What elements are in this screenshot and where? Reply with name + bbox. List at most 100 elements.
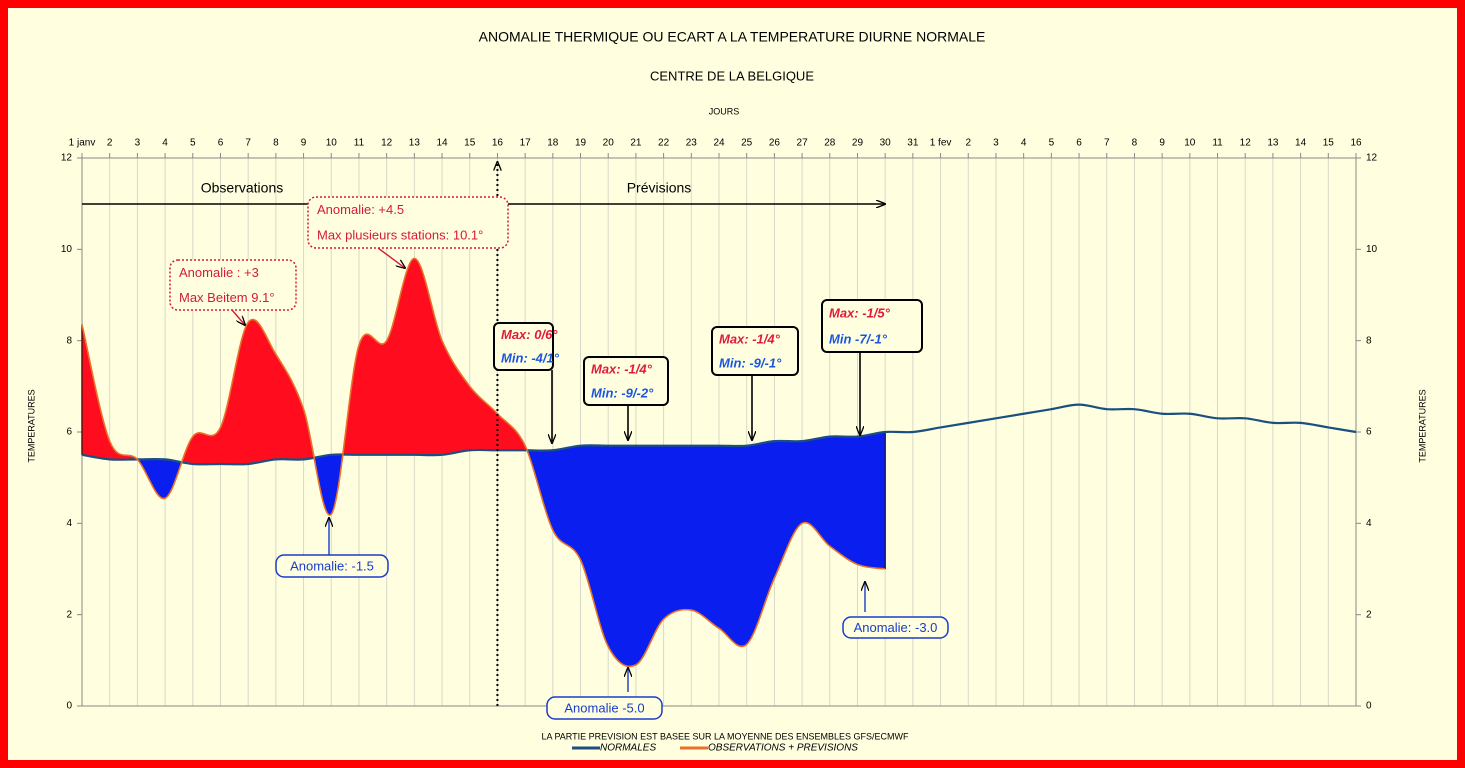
y-tick-label: 8 xyxy=(66,335,72,346)
x-tick-label: 1 janv xyxy=(69,138,96,149)
x-tick-label: 7 xyxy=(245,138,251,149)
x-tick-label: 5 xyxy=(190,138,196,149)
x-tick-label: 10 xyxy=(1184,138,1196,149)
annotation-text: Max Beitem 9.1° xyxy=(179,290,275,305)
x-tick-label: 10 xyxy=(326,138,338,149)
x-tick-label: 2 xyxy=(107,138,113,149)
annotation-text: Anomalie: -1.5 xyxy=(290,558,374,573)
annotation-text: Anomalie : +3 xyxy=(179,265,259,280)
annotation-text: Max: -1/5° xyxy=(829,305,891,320)
x-tick-label: 30 xyxy=(880,138,892,149)
y2-tick-label: 8 xyxy=(1366,335,1372,346)
x-tick-label: 17 xyxy=(520,138,532,149)
x-tick-label: 16 xyxy=(1350,138,1362,149)
annotation-text: Anomalie: -3.0 xyxy=(854,620,938,635)
x-tick-label: 25 xyxy=(741,138,753,149)
x-tick-label: 12 xyxy=(381,138,393,149)
x-tick-label: 14 xyxy=(1295,138,1307,149)
x-tick-label: 6 xyxy=(218,138,224,149)
legend-label: NORMALES xyxy=(600,743,656,754)
x-axis-label: JOURS xyxy=(709,106,740,116)
x-tick-label: 6 xyxy=(1076,138,1082,149)
period-label: Observations xyxy=(201,180,283,196)
period-label: Prévisions xyxy=(627,180,692,196)
x-tick-label: 18 xyxy=(547,138,559,149)
annotation-text: Min: -4/1° xyxy=(501,351,560,366)
annotation-box xyxy=(711,326,799,376)
x-tick-label: 28 xyxy=(824,138,836,149)
annotation-box xyxy=(169,259,297,311)
x-tick-label: 4 xyxy=(162,138,168,149)
x-tick-label: 15 xyxy=(464,138,476,149)
legend-label: OBSERVATIONS + PREVISIONS xyxy=(708,743,858,754)
x-tick-label: 31 xyxy=(907,138,919,149)
x-tick-label: 5 xyxy=(1049,138,1055,149)
subtitle: CENTRE DE LA BELGIQUE xyxy=(650,68,814,83)
x-tick-label: 2 xyxy=(965,138,971,149)
y2-axis-label: TEMPERATURES xyxy=(1417,389,1427,462)
x-tick-label: 11 xyxy=(1212,138,1223,149)
annotation-text: Min: -9/-2° xyxy=(591,385,654,400)
annotation-text: Max: -1/4° xyxy=(591,361,653,376)
y-tick-label: 0 xyxy=(66,701,72,712)
y-tick-label: 10 xyxy=(61,244,73,255)
annotation-box xyxy=(821,299,923,353)
annotation-box xyxy=(493,322,554,371)
y-tick-label: 6 xyxy=(66,427,72,438)
x-tick-label: 1 fev xyxy=(930,138,952,149)
annotation-box xyxy=(546,696,663,720)
x-tick-label: 3 xyxy=(993,138,999,149)
x-tick-label: 7 xyxy=(1104,138,1110,149)
x-tick-label: 4 xyxy=(1021,138,1027,149)
x-tick-label: 21 xyxy=(630,138,642,149)
annotation-text: Min -7/-1° xyxy=(829,331,888,346)
x-tick-label: 12 xyxy=(1240,138,1252,149)
x-tick-label: 22 xyxy=(658,138,670,149)
y2-tick-label: 2 xyxy=(1366,609,1372,620)
series-line xyxy=(81,403,1357,466)
x-tick-label: 13 xyxy=(1267,138,1279,149)
y2-tick-label: 10 xyxy=(1366,244,1378,255)
annotation-text: Anomalie: +4.5 xyxy=(317,202,404,217)
x-tick-label: 11 xyxy=(354,138,365,149)
y2-tick-label: 6 xyxy=(1366,427,1372,438)
x-tick-label: 9 xyxy=(301,138,307,149)
annotation-box xyxy=(583,356,669,406)
y-axis-label: TEMPERATURES xyxy=(26,389,36,462)
y-tick-label: 12 xyxy=(61,153,73,164)
x-tick-label: 15 xyxy=(1323,138,1335,149)
y2-tick-label: 12 xyxy=(1366,153,1378,164)
x-tick-label: 13 xyxy=(409,138,421,149)
series-line xyxy=(81,257,886,668)
x-tick-label: 19 xyxy=(575,138,587,149)
annotation-box xyxy=(842,616,949,639)
x-tick-label: 8 xyxy=(273,138,279,149)
annotation-arrow xyxy=(231,309,245,325)
footnote: LA PARTIE PREVISION EST BASEE SUR LA MOY… xyxy=(541,731,909,741)
y-tick-label: 2 xyxy=(66,609,72,620)
x-tick-label: 26 xyxy=(769,138,781,149)
x-tick-label: 27 xyxy=(797,138,809,149)
x-tick-label: 24 xyxy=(713,138,725,149)
annotation-arrow xyxy=(377,247,405,268)
x-tick-label: 8 xyxy=(1132,138,1138,149)
x-tick-label: 3 xyxy=(135,138,141,149)
anomaly-below xyxy=(82,432,886,667)
y-tick-label: 4 xyxy=(66,518,72,529)
x-tick-label: 20 xyxy=(603,138,615,149)
annotation-text: Max plusieurs stations: 10.1° xyxy=(317,228,483,243)
annotation-text: Max: -1/4° xyxy=(719,331,781,346)
annotation-box xyxy=(275,554,389,578)
y2-tick-label: 4 xyxy=(1366,518,1372,529)
x-tick-label: 16 xyxy=(492,138,504,149)
x-tick-label: 14 xyxy=(436,138,448,149)
x-tick-label: 29 xyxy=(852,138,864,149)
y2-tick-label: 0 xyxy=(1366,701,1372,712)
annotation-text: Min: -9/-1° xyxy=(719,355,782,370)
chart-title: ANOMALIE THERMIQUE OU ECART A LA TEMPERA… xyxy=(479,29,986,45)
x-tick-label: 9 xyxy=(1159,138,1165,149)
x-tick-label: 23 xyxy=(686,138,698,149)
annotation-box xyxy=(307,196,509,249)
